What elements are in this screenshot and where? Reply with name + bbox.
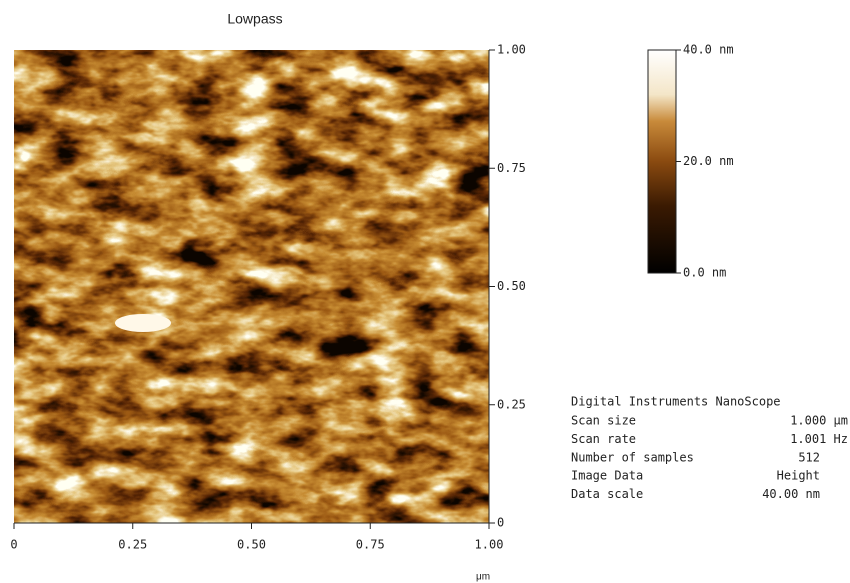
info-value: 512	[798, 450, 820, 464]
x-tick-label: 0.75	[356, 538, 385, 552]
info-label: Number of samples	[571, 450, 694, 464]
info-value: 40.00 nm	[762, 487, 820, 501]
y-tick-label: 1.00	[497, 43, 526, 57]
x-tick-label: 0.25	[118, 538, 147, 552]
image-title: Lowpass	[227, 11, 282, 27]
info-value: 1.000 μm	[790, 414, 848, 428]
info-value: 1.001 Hz	[790, 432, 848, 446]
info-label: Scan rate	[571, 432, 636, 446]
x-tick-label: 1.00	[475, 538, 504, 552]
color-bar	[647, 49, 677, 274]
y-tick-label: 0.75	[497, 161, 526, 175]
info-value: Height	[777, 469, 820, 483]
color-label: 0.0 nm	[683, 266, 726, 280]
x-tick-label: 0.50	[237, 538, 266, 552]
y-tick-label: 0.50	[497, 279, 526, 293]
x-unit: μm	[476, 572, 490, 583]
info-label: Scan size	[571, 414, 636, 428]
afm-height-image	[14, 50, 489, 523]
y-tick-label: 0	[497, 516, 504, 530]
x-tick-label: 0	[10, 538, 17, 552]
bright-particle	[115, 314, 171, 332]
info-label: Image Data	[571, 469, 643, 483]
info-label: Data scale	[571, 487, 643, 501]
color-label: 40.0 nm	[683, 43, 734, 57]
y-tick-label: 0.25	[497, 397, 526, 411]
info-header: Digital Instruments NanoScope	[571, 395, 781, 409]
color-label: 20.0 nm	[683, 154, 734, 168]
